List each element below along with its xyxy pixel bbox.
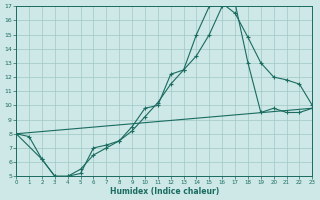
X-axis label: Humidex (Indice chaleur): Humidex (Indice chaleur) [110,187,219,196]
